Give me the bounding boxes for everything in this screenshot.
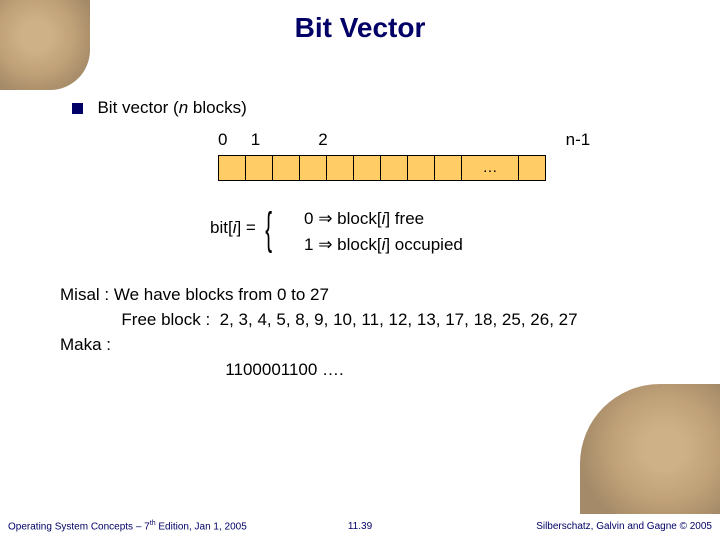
footer-right: Silberschatz, Galvin and Gagne © 2005 bbox=[536, 521, 712, 532]
bit-equation: bit[i] = { bbox=[210, 218, 276, 238]
case-occupied: 1 ⇒ block[i] occupied bbox=[304, 232, 463, 258]
bullet-item: Bit vector (n blocks) bbox=[72, 98, 247, 118]
bit-cell bbox=[380, 155, 408, 181]
bit-cell bbox=[407, 155, 435, 181]
example-line-4: 1100001100 …. bbox=[60, 357, 690, 382]
bit-cell bbox=[353, 155, 381, 181]
example-line-3: Maka : bbox=[60, 332, 690, 357]
axis-label-n-1: n-1 bbox=[566, 130, 591, 150]
bit-cell bbox=[245, 155, 273, 181]
bit-cell-ellipsis: … bbox=[461, 155, 519, 181]
bullet-text: Bit vector (n blocks) bbox=[97, 98, 246, 117]
bit-cell bbox=[434, 155, 462, 181]
page-title: Bit Vector bbox=[0, 12, 720, 44]
example-line-1: Misal : We have blocks from 0 to 27 bbox=[60, 282, 690, 307]
bit-cell bbox=[299, 155, 327, 181]
bit-cell bbox=[218, 155, 246, 181]
bit-cell bbox=[326, 155, 354, 181]
brace-icon: { bbox=[265, 218, 272, 239]
example-block: Misal : We have blocks from 0 to 27 Free… bbox=[60, 282, 690, 382]
bit-vector-boxes: … bbox=[218, 155, 546, 181]
slide: Bit Vector Bit vector (n blocks) 0 1 2 n… bbox=[0, 0, 720, 540]
axis-labels: 0 1 2 n-1 bbox=[218, 130, 590, 150]
case-free: 0 ⇒ block[i] free bbox=[304, 206, 463, 232]
axis-label-1: 1 bbox=[251, 130, 279, 150]
axis-label-0: 0 bbox=[218, 130, 246, 150]
axis-label-2: 2 bbox=[318, 130, 346, 150]
bullet-marker bbox=[72, 103, 83, 114]
example-line-2: Free block : 2, 3, 4, 5, 8, 9, 10, 11, 1… bbox=[60, 307, 690, 332]
bit-cases: 0 ⇒ block[i] free 1 ⇒ block[i] occupied bbox=[304, 206, 463, 258]
bit-cell bbox=[272, 155, 300, 181]
bit-cell bbox=[518, 155, 546, 181]
corner-art-bottom-right bbox=[580, 384, 720, 514]
